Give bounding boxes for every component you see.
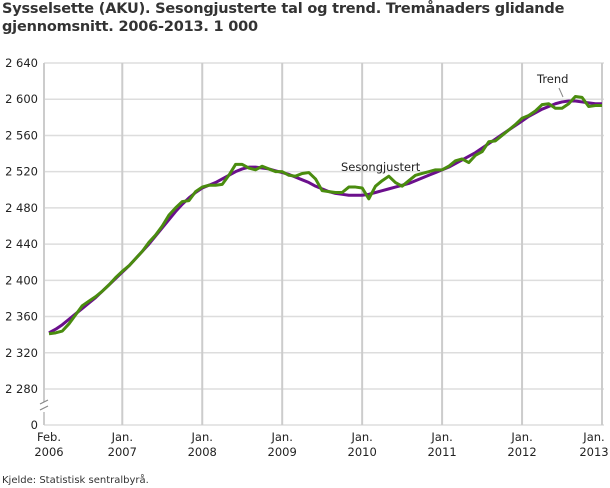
x-tick-label: 2012	[507, 445, 536, 459]
x-tick-label: Jan.	[582, 430, 604, 444]
x-tick-label: 2013	[579, 445, 608, 459]
y-tick-label: 2 400	[5, 273, 38, 287]
x-tick-label: 2008	[188, 445, 217, 459]
y-tick-label: 2 320	[5, 346, 38, 360]
y-tick-label: 0	[31, 418, 38, 432]
chart-title: Sysselsette (AKU). Sesongjusterte tal og…	[2, 1, 565, 35]
x-tick-label: Jan.	[191, 430, 213, 444]
y-tick-label: 2 640	[5, 56, 38, 70]
x-tick-label: 2011	[427, 445, 456, 459]
x-tick-label: 2010	[348, 445, 377, 459]
x-tick-label: Jan.	[430, 430, 452, 444]
y-tick-label: 2 480	[5, 201, 38, 215]
x-tick-label: 2006	[34, 445, 63, 459]
series-label-sesongjustert: Sesongjustert	[341, 160, 421, 174]
y-tick-label: 2 600	[5, 92, 38, 106]
source-note: Kjelde: Statistisk sentralbyrå.	[2, 475, 149, 486]
y-tick-label: 2 360	[5, 310, 38, 324]
x-tick-label: 2007	[108, 445, 137, 459]
series-label-trend: Trend	[536, 72, 568, 86]
x-tick-label: Jan.	[111, 430, 133, 444]
x-tick-label: Jan.	[270, 430, 292, 444]
trend-label-pointer	[558, 87, 564, 98]
x-tick-label: 2009	[268, 445, 297, 459]
series-line-sesongjustert	[48, 95, 602, 336]
y-tick-label: 2 440	[5, 237, 38, 251]
x-tick-label: Jan.	[510, 430, 532, 444]
y-tick-label: 2 560	[5, 128, 38, 142]
x-tick-label: Jan.	[350, 430, 372, 444]
y-tick-label: 2 280	[5, 382, 38, 396]
axis-break-icon	[39, 399, 49, 411]
x-tick-label: Feb.	[37, 430, 61, 444]
y-tick-label: 2 520	[5, 165, 38, 179]
